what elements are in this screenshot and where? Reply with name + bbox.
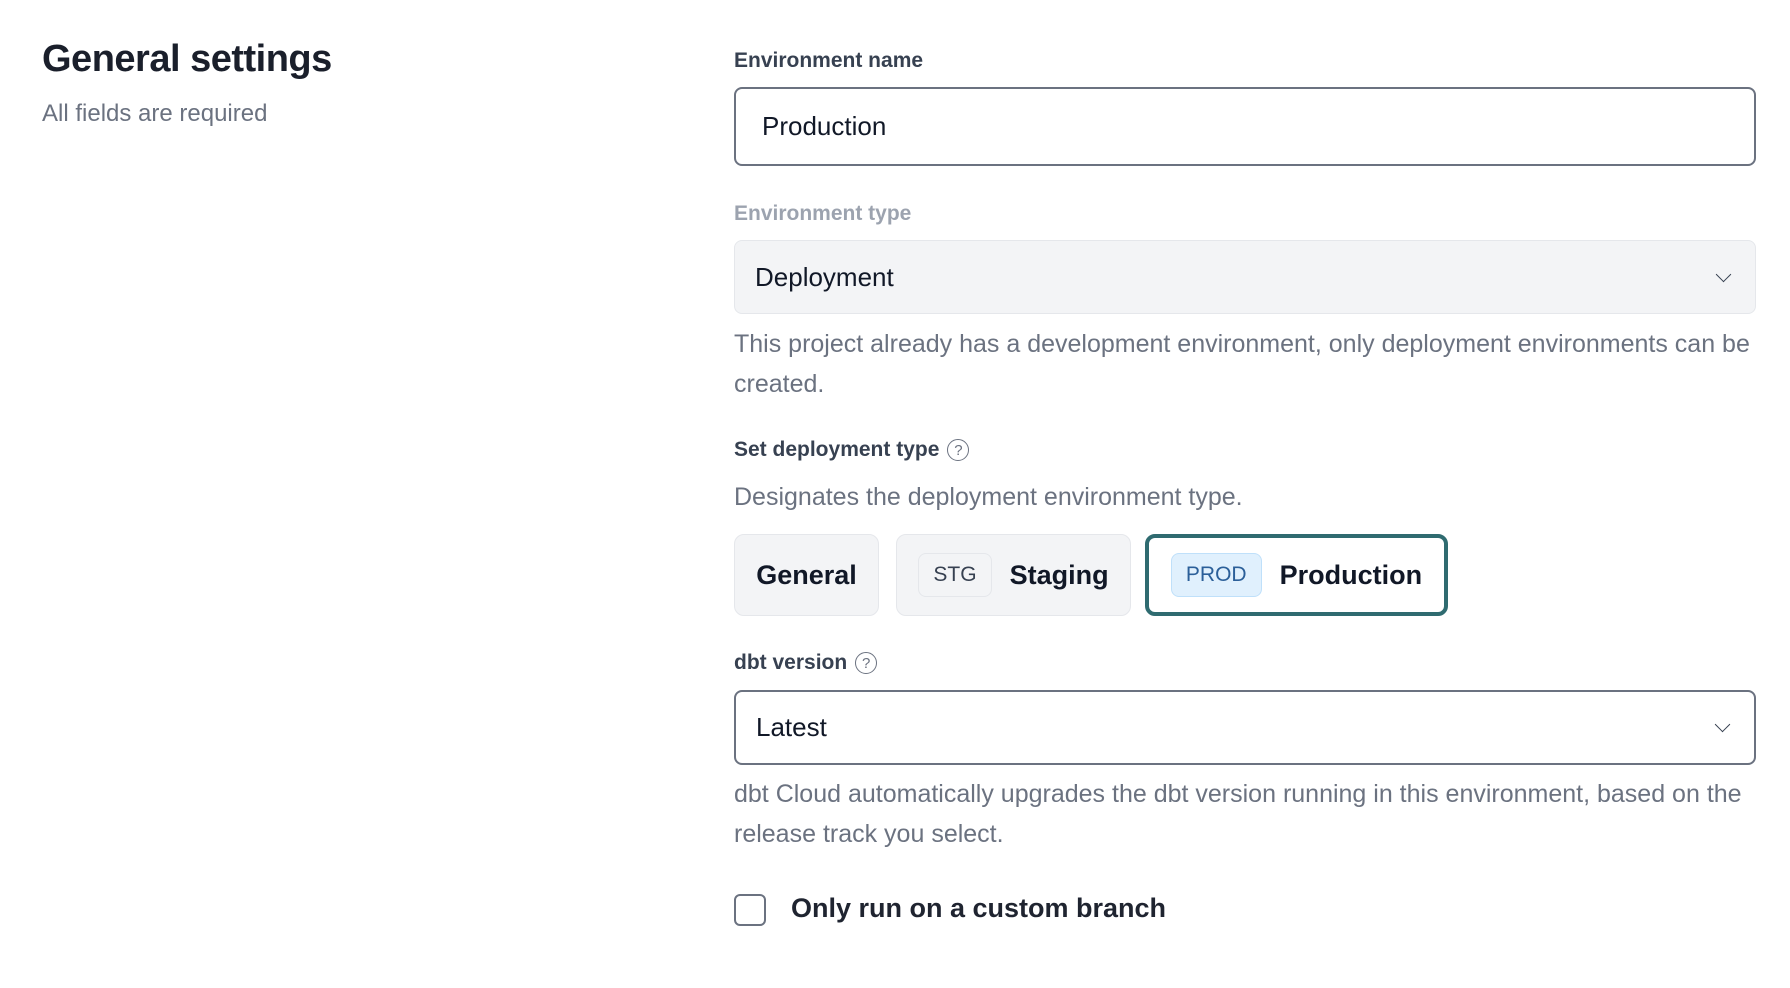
- help-circle-icon[interactable]: ?: [947, 439, 970, 461]
- environment-type-label: Environment type: [734, 202, 911, 226]
- environment-type-help-text: This project already has a development e…: [734, 330, 1750, 398]
- option-label: Production: [1279, 559, 1423, 590]
- deployment-type-label-text: Set deployment type: [734, 438, 940, 461]
- custom-branch-checkbox[interactable]: [734, 894, 766, 926]
- help-circle-icon[interactable]: ?: [855, 652, 878, 674]
- dbt-version-help-text: dbt Cloud automatically upgrades the dbt…: [734, 780, 1742, 848]
- option-label: Staging: [1009, 559, 1109, 590]
- dbt-version-value: Latest: [756, 712, 827, 742]
- deployment-option-general[interactable]: General: [734, 534, 879, 616]
- section-subtitle: All fields are required: [42, 100, 268, 127]
- chevron-down-icon: [1714, 716, 1731, 733]
- environment-name-input[interactable]: Production: [734, 87, 1756, 166]
- environment-name-label-text: Environment name: [734, 49, 924, 72]
- environment-name-label: Environment name: [734, 49, 923, 73]
- deployment-option-staging[interactable]: STG Staging: [896, 534, 1131, 616]
- environment-type-label-text: Environment type: [734, 202, 912, 225]
- environment-name-value: Production: [762, 111, 887, 141]
- deployment-type-label: Set deployment type ?: [734, 438, 970, 462]
- environment-type-value: Deployment: [755, 261, 894, 292]
- option-label: General: [756, 559, 857, 590]
- deployment-option-production[interactable]: PROD Production: [1145, 534, 1448, 616]
- chevron-down-icon: [1715, 266, 1732, 282]
- section-title: General settings: [42, 38, 332, 80]
- dbt-version-select[interactable]: Latest: [734, 690, 1756, 765]
- dbt-version-label: dbt version ?: [734, 651, 878, 675]
- prod-badge: PROD: [1170, 553, 1262, 597]
- dbt-version-label-text: dbt version: [734, 651, 848, 674]
- custom-branch-label[interactable]: Only run on a custom branch: [791, 893, 1167, 923]
- environment-type-select[interactable]: Deployment: [734, 240, 1756, 314]
- deployment-type-description: Designates the deployment environment ty…: [734, 483, 1243, 511]
- stg-badge: STG: [918, 553, 992, 597]
